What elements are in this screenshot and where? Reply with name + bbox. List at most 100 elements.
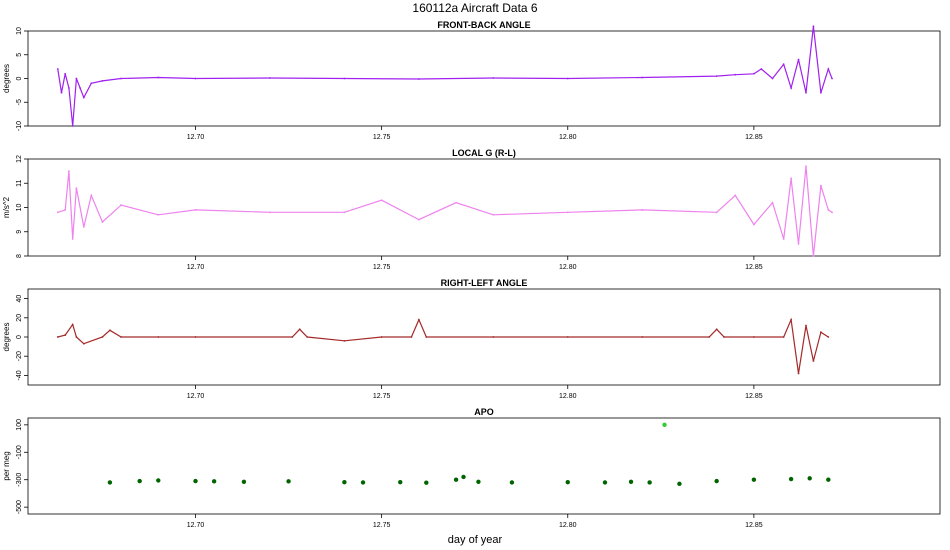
panel-1: FRONT-BACK ANGLE degrees 12.70 12.75 12.80 12…	[2, 20, 941, 141]
data-point	[805, 91, 807, 94]
y-tick-label: 11	[16, 180, 23, 187]
x-tick-label: 12.85	[745, 264, 763, 271]
data-point	[56, 211, 59, 214]
data-point	[120, 336, 122, 338]
data-point	[807, 476, 812, 481]
data-point	[827, 209, 830, 211]
data-point	[82, 226, 85, 228]
data-point	[343, 211, 346, 214]
data-point	[193, 478, 198, 484]
data-point	[64, 334, 67, 336]
data-point	[714, 478, 719, 484]
data-point	[782, 63, 785, 66]
data-point	[79, 87, 82, 89]
data-point	[647, 480, 652, 485]
panel-title: FRONT-BACK ANGLE	[437, 20, 530, 30]
y-tick-label: -5	[16, 99, 23, 105]
y-tick-label: 0	[16, 335, 23, 339]
data-point	[398, 479, 403, 485]
panel-4: APO per meg 12.70 12.75 12.80 12.85 -500 -300 -1…	[2, 407, 941, 529]
data-point	[602, 480, 608, 485]
data-point	[797, 242, 800, 245]
data-point	[380, 199, 383, 202]
data-point	[424, 480, 429, 485]
data-point	[797, 372, 800, 375]
y-tick-label: 10	[16, 27, 23, 35]
x-tick-label: 12.85	[745, 393, 763, 400]
figure-title: 160112a Aircraft Data 6	[412, 1, 538, 15]
data-point	[708, 336, 711, 338]
data-point	[71, 125, 74, 127]
data-point	[286, 479, 291, 484]
data-point	[194, 209, 197, 211]
data-point	[715, 211, 718, 214]
y-tick-label: -20	[16, 351, 23, 361]
x-tick-label: 12.85	[745, 134, 763, 141]
x-tick-label: 12.80	[559, 393, 577, 400]
x-tick-label: 12.70	[187, 264, 205, 271]
data-point	[64, 72, 67, 75]
y-tick-label: -10	[16, 121, 23, 131]
data-point	[90, 82, 93, 85]
data-point	[641, 336, 644, 338]
data-point	[156, 478, 161, 483]
y-tick-label: -40	[16, 370, 23, 380]
data-point	[417, 318, 420, 321]
data-point	[269, 77, 271, 79]
data-point	[461, 474, 466, 480]
data-point	[82, 342, 85, 345]
data-point	[68, 87, 70, 89]
data-point	[641, 76, 644, 79]
data-point	[566, 336, 569, 338]
data-point	[566, 211, 569, 214]
data-point	[108, 329, 111, 332]
data-point	[343, 77, 346, 80]
data-point	[805, 324, 807, 327]
data-point	[75, 187, 78, 190]
x-tick-label: 12.75	[373, 522, 391, 529]
data-point	[782, 238, 785, 240]
panel-2: LOCAL G (R-L) m/s^2 12.70 12.75 12.80 12.85 8 9…	[2, 148, 941, 271]
series-line	[57, 317, 829, 374]
x-tick-label: 12.85	[745, 522, 763, 529]
y-axis-label: m/s^2	[2, 196, 11, 218]
data-point	[82, 96, 85, 99]
data-point	[101, 336, 104, 338]
data-point	[790, 87, 793, 89]
data-point	[492, 77, 495, 79]
y-tick-label: 5	[16, 53, 23, 57]
data-point	[60, 91, 63, 94]
x-tick-label: 12.80	[559, 522, 577, 529]
data-point	[782, 336, 785, 338]
plot-frame	[27, 158, 941, 257]
data-point	[641, 209, 644, 211]
data-point	[64, 209, 67, 211]
x-tick-label: 12.75	[373, 134, 391, 141]
x-axis-label: day of year	[448, 534, 503, 546]
data-point	[137, 478, 142, 484]
y-tick-label: -300	[16, 473, 23, 487]
data-point	[101, 79, 104, 82]
data-point	[812, 25, 815, 28]
x-tick-label: 12.80	[559, 134, 577, 141]
data-point	[269, 211, 271, 214]
data-point	[417, 218, 420, 221]
y-tick-label: 100	[16, 419, 23, 431]
data-point	[492, 336, 495, 338]
data-point	[342, 479, 347, 485]
data-point	[492, 213, 495, 216]
data-point	[565, 479, 570, 485]
data-point	[194, 77, 197, 80]
data-point	[509, 480, 515, 485]
data-point	[120, 204, 122, 206]
y-tick-label: 10	[16, 204, 23, 212]
data-point	[819, 184, 822, 187]
x-tick-label: 12.75	[373, 393, 391, 400]
data-point	[410, 336, 413, 338]
y-axis-label: degrees	[2, 64, 11, 93]
data-point	[788, 476, 794, 482]
plot-frame	[27, 417, 941, 515]
data-point	[75, 77, 78, 80]
y-tick-label: 9	[16, 230, 23, 234]
data-point	[566, 77, 569, 80]
